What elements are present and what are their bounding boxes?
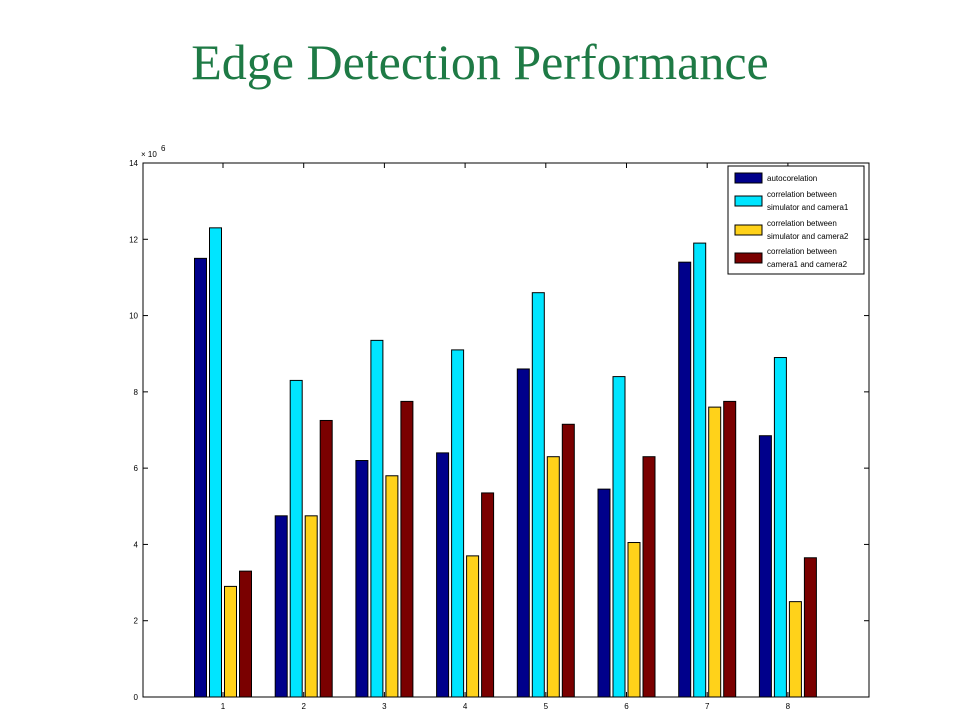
bar (466, 555, 480, 698)
bar (451, 349, 465, 698)
legend-label: autocorelation (767, 174, 817, 183)
plot-area-frame (142, 162, 870, 698)
x-tick-label: 8 (786, 702, 791, 711)
bar (194, 257, 207, 698)
bar (723, 400, 737, 698)
bar (385, 475, 399, 698)
x-tick-label: 4 (463, 702, 468, 711)
y-tick-label: 10 (129, 312, 138, 321)
legend-swatch (734, 252, 763, 264)
bar (561, 423, 575, 698)
bar (400, 400, 414, 698)
y-exponent-label: 6 (161, 144, 166, 153)
x-tick-label: 6 (624, 702, 629, 711)
y-multiplier-label: × 10 (141, 150, 157, 159)
y-tick-label: 2 (134, 617, 139, 626)
legend-label: correlation between (767, 247, 837, 256)
bar (304, 515, 318, 698)
legend-swatch (734, 224, 763, 236)
bar (289, 379, 303, 698)
x-tick-label: 7 (705, 702, 710, 711)
y-tick-label: 12 (129, 235, 138, 244)
bar (355, 460, 369, 698)
bar (627, 542, 641, 698)
x-tick-label: 3 (382, 702, 387, 711)
y-tick-label: 8 (134, 388, 139, 397)
bar (612, 376, 626, 698)
legend-label: correlation between (767, 219, 837, 228)
y-tick-label: 4 (134, 540, 139, 549)
bar (758, 435, 772, 698)
bar (546, 456, 560, 698)
bar (516, 368, 530, 698)
bar (239, 570, 252, 698)
bar (370, 339, 384, 698)
bar (788, 601, 802, 698)
y-tick-label: 0 (134, 693, 139, 702)
y-tick-label: 14 (129, 159, 138, 168)
bar (803, 557, 817, 698)
y-tick-label: 6 (134, 464, 139, 473)
legend-label: camera1 and camera2 (767, 260, 848, 269)
bar (597, 488, 611, 698)
legend-label: simulator and camera1 (767, 203, 849, 212)
legend-swatch (734, 195, 763, 207)
slide-title: Edge Detection Performance (191, 34, 769, 90)
legend-swatch (734, 172, 763, 184)
bar (481, 492, 495, 698)
x-tick-label: 5 (544, 702, 549, 711)
bar (678, 261, 692, 698)
bar (224, 585, 237, 698)
bar (642, 456, 656, 698)
bar (708, 406, 722, 698)
legend-label: correlation between (767, 190, 837, 199)
bar (436, 452, 450, 698)
bar (693, 242, 707, 698)
bar (531, 292, 545, 698)
x-tick-label: 1 (221, 702, 226, 711)
bar (274, 515, 288, 698)
bar (773, 357, 787, 698)
bar (319, 419, 333, 698)
bar (209, 227, 222, 698)
legend-label: simulator and camera2 (767, 232, 849, 241)
x-tick-label: 2 (301, 702, 306, 711)
